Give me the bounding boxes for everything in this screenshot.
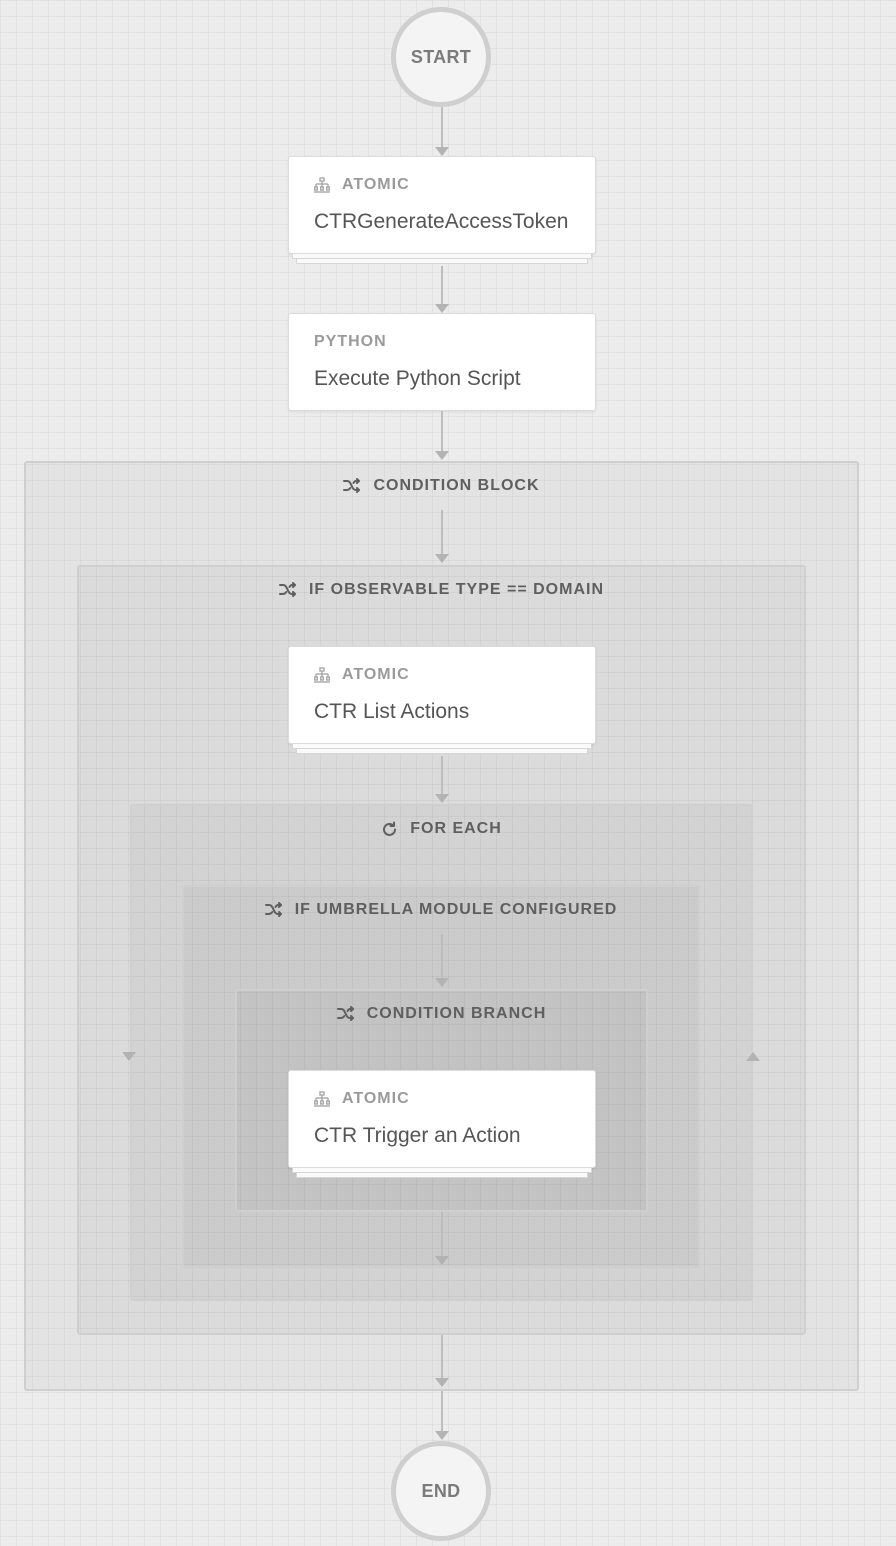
step-atomic-list-actions[interactable]: ATOMIC CTR List Actions: [288, 646, 596, 754]
connector-arrow: [435, 304, 449, 313]
connector-arrow: [435, 554, 449, 563]
connector-line: [441, 266, 443, 306]
condition-branch-title: CONDITION BRANCH: [235, 1002, 648, 1026]
end-node[interactable]: END: [391, 1441, 491, 1541]
loop-arrow-up: [746, 1052, 760, 1061]
step-title: CTRGenerateAccessToken: [314, 210, 569, 233]
connector-line: [441, 1335, 443, 1379]
step-card[interactable]: PYTHON Execute Python Script: [288, 313, 596, 411]
card-stack-shadow: [296, 1173, 588, 1178]
connector-line: [441, 510, 443, 556]
connector-arrow: [435, 978, 449, 987]
card-stack-shadow: [292, 1168, 592, 1173]
start-node[interactable]: START: [391, 7, 491, 107]
connector-line: [441, 107, 443, 149]
if-observable-type-domain-title: IF OBSERVABLE TYPE == DOMAIN: [77, 578, 806, 602]
shuffle-icon: [343, 478, 361, 493]
connector-line: [441, 1391, 443, 1433]
if-umbrella-module-configured-title: IF UMBRELLA MODULE CONFIGURED: [182, 898, 700, 922]
card-stack-shadow: [296, 259, 588, 264]
connector-arrow: [435, 147, 449, 156]
hierarchy-icon: [314, 1091, 330, 1107]
shuffle-icon: [278, 582, 296, 597]
start-label: START: [410, 46, 472, 67]
step-card[interactable]: ATOMIC CTR Trigger an Action: [288, 1070, 596, 1168]
step-card[interactable]: ATOMIC CTR List Actions: [288, 646, 596, 744]
step-title: CTR List Actions: [314, 700, 470, 723]
if-observable-type-domain-block[interactable]: [77, 565, 806, 1335]
connector-arrow: [435, 451, 449, 460]
step-atomic-trigger-action[interactable]: ATOMIC CTR Trigger an Action: [288, 1070, 596, 1178]
connector-line: [441, 934, 443, 980]
condition-branch-block[interactable]: [235, 989, 648, 1212]
step-type-label: PYTHON: [314, 333, 387, 350]
end-label: END: [421, 1480, 461, 1501]
step-title: CTR Trigger an Action: [314, 1124, 521, 1147]
shuffle-icon: [336, 1006, 354, 1021]
condition-block-title: CONDITION BLOCK: [24, 474, 859, 498]
connector-line: [441, 411, 443, 453]
shuffle-icon: [264, 902, 282, 917]
step-card[interactable]: ATOMIC CTRGenerateAccessToken: [288, 156, 596, 254]
connector-arrow: [435, 794, 449, 803]
connector-arrow: [435, 1378, 449, 1387]
connector-line: [441, 756, 443, 796]
loop-arrow-down: [122, 1052, 136, 1061]
card-stack-shadow: [296, 749, 588, 754]
step-python-script[interactable]: PYTHON Execute Python Script: [288, 313, 596, 411]
hierarchy-icon: [314, 667, 330, 683]
step-type-label: ATOMIC: [342, 666, 410, 683]
step-type-label: ATOMIC: [342, 1090, 410, 1107]
connector-arrow: [435, 1431, 449, 1440]
refresh-icon: [383, 821, 397, 836]
step-type-label: ATOMIC: [342, 176, 410, 193]
step-title: Execute Python Script: [314, 367, 521, 390]
hierarchy-icon: [314, 177, 330, 193]
if-umbrella-module-configured-block[interactable]: [182, 885, 700, 1268]
card-stack-shadow: [292, 744, 592, 749]
connector-line: [441, 1212, 443, 1256]
condition-block[interactable]: [24, 461, 859, 1391]
connector-arrow: [435, 1256, 449, 1265]
for-each-title: FOR EACH: [130, 817, 753, 841]
card-stack-shadow: [292, 254, 592, 259]
step-atomic-generate-token[interactable]: ATOMIC CTRGenerateAccessToken: [288, 156, 596, 264]
